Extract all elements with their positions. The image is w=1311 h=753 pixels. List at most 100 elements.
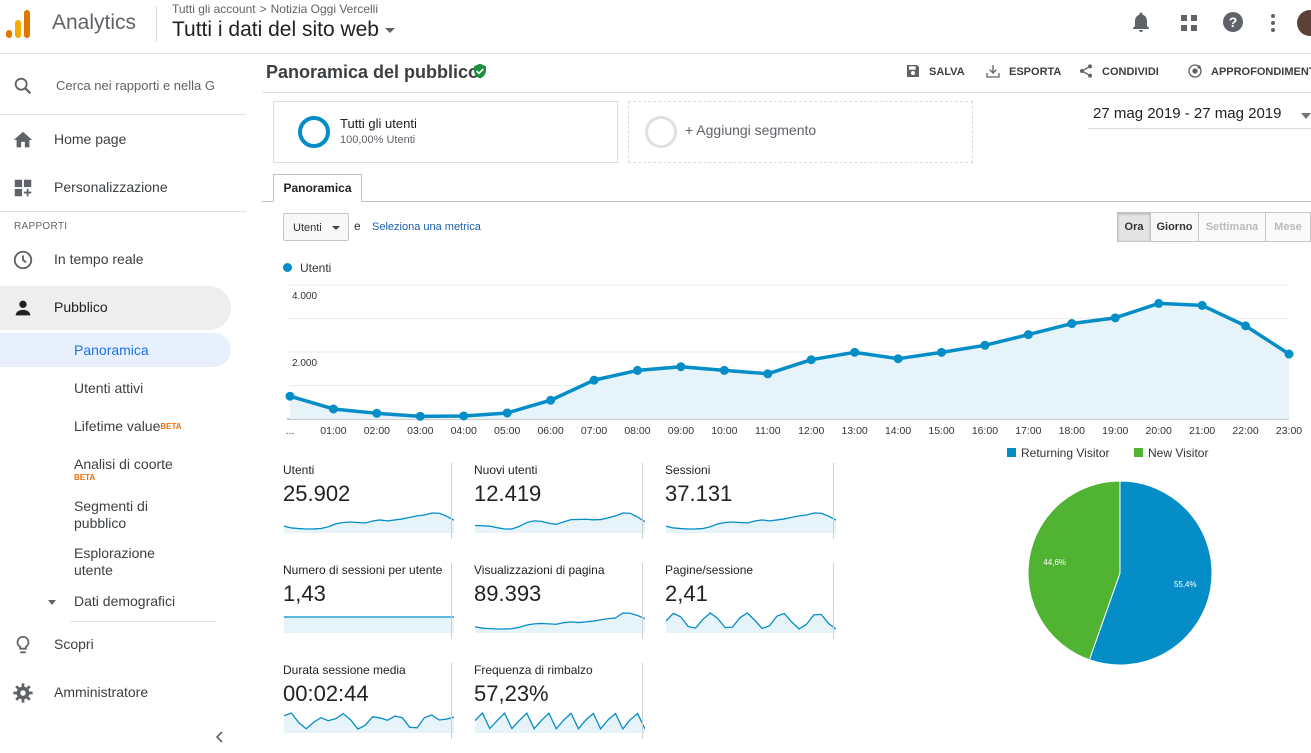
sidebar-item-customization[interactable]: Personalizzazione bbox=[0, 166, 231, 210]
sidebar-item-admin[interactable]: Amministratore bbox=[0, 671, 231, 715]
data-point bbox=[850, 347, 860, 357]
breadcrumb-account[interactable]: Tutti gli account bbox=[172, 2, 256, 16]
x-tick-label: 05:00 bbox=[494, 425, 520, 437]
pie-legend-returning[interactable]: Returning Visitor bbox=[1007, 446, 1110, 460]
series-line bbox=[289, 301, 1290, 419]
data-point bbox=[937, 347, 947, 357]
and-text: e bbox=[354, 219, 361, 233]
data-point bbox=[1154, 298, 1164, 308]
sidebar-item-label: In tempo reale bbox=[54, 251, 144, 267]
metric-title: Pagine/sessione bbox=[665, 563, 754, 577]
collapse-sidebar-icon[interactable] bbox=[214, 731, 226, 743]
metric-title: Utenti bbox=[283, 463, 315, 477]
card-divider bbox=[833, 463, 834, 539]
sidebar-subitem-label: Lifetime value bbox=[74, 418, 161, 434]
more-vert-icon[interactable] bbox=[1261, 11, 1285, 35]
x-tick-label: 07:00 bbox=[581, 425, 607, 437]
apps-grid-icon[interactable] bbox=[1177, 11, 1201, 35]
sidebar-subitem-active-users[interactable]: Utenti attivi bbox=[74, 380, 144, 396]
breadcrumb[interactable]: Tutti gli account > Notizia Oggi Vercelli bbox=[172, 2, 378, 16]
sidebar-subitem-overview[interactable]: Panoramica bbox=[0, 333, 231, 367]
x-tick-label: 22:00 bbox=[1232, 425, 1258, 437]
granularity-day-button[interactable]: Giorno bbox=[1150, 212, 1199, 242]
sidebar-subitem-demographics[interactable]: Dati demografici bbox=[74, 593, 176, 609]
main-content: Panoramica del pubblico SALVA ESPORTA CO… bbox=[262, 55, 1311, 743]
pie-legend-new[interactable]: New Visitor bbox=[1134, 446, 1208, 460]
avatar[interactable] bbox=[1297, 10, 1311, 36]
view-title: Tutti i dati del sito web bbox=[172, 18, 379, 41]
person-icon bbox=[15, 300, 31, 316]
sparkline bbox=[475, 612, 645, 633]
granularity-week-button[interactable]: Settimana bbox=[1198, 212, 1266, 242]
metric-value: 37.131 bbox=[665, 481, 733, 506]
bell-icon[interactable] bbox=[1129, 10, 1153, 34]
add-segment-label: + Aggiungi segmento bbox=[685, 122, 817, 138]
sidebar-subitem-cohort[interactable]: Analisi di coorte BETA bbox=[74, 456, 173, 482]
sidebar-subitem-user-explorer[interactable]: Esplorazione utente bbox=[74, 545, 155, 579]
card-divider bbox=[833, 563, 834, 639]
data-point bbox=[806, 355, 816, 365]
select-metric-link[interactable]: Seleziona una metrica bbox=[372, 221, 481, 233]
metric-card-sessions[interactable]: Sessioni 37.131 bbox=[644, 463, 836, 553]
date-range-value: 27 mag 2019 - 27 mag 2019 bbox=[1093, 105, 1282, 122]
metric-card-new-users[interactable]: Nuovi utenti 12.419 bbox=[453, 463, 645, 553]
search-input-placeholder[interactable]: Cerca nei rapporti e nella G bbox=[56, 78, 215, 93]
beta-badge: BETA bbox=[160, 422, 182, 431]
sidebar-item-home[interactable]: Home page bbox=[0, 118, 231, 162]
legend-label: Returning Visitor bbox=[1021, 446, 1110, 460]
metric-card-sessions-per-user[interactable]: Numero di sessioni per utente 1,43 bbox=[262, 563, 454, 653]
caret-down-icon[interactable] bbox=[48, 598, 56, 606]
metric-title: Frequenza di rimbalzo bbox=[474, 663, 593, 677]
x-tick-label: 11:00 bbox=[755, 425, 781, 437]
sidebar-subitem-lifetime-value[interactable]: Lifetime valueBETA bbox=[74, 418, 182, 435]
x-tick-label: 04:00 bbox=[451, 425, 477, 437]
metric-card-pageviews[interactable]: Visualizzazioni di pagina 89.393 bbox=[453, 563, 645, 653]
metric-card-avg-session-duration[interactable]: Durata sessione media 00:02:44 bbox=[262, 663, 454, 753]
x-tick-label: 19:00 bbox=[1102, 425, 1128, 437]
data-point bbox=[719, 365, 729, 375]
data-point bbox=[415, 411, 425, 421]
share-icon bbox=[1080, 64, 1092, 78]
granularity-hour-button[interactable]: Ora bbox=[1117, 212, 1151, 242]
sidebar-item-realtime[interactable]: In tempo reale bbox=[0, 238, 231, 282]
date-range-picker[interactable]: 27 mag 2019 - 27 mag 2019 bbox=[1088, 105, 1311, 129]
sidebar-search[interactable]: Cerca nei rapporti e nella G bbox=[0, 55, 246, 115]
chevron-down-icon bbox=[1301, 113, 1311, 119]
sidebar-item-discover[interactable]: Scopri bbox=[0, 623, 231, 667]
insights-icon bbox=[1188, 64, 1202, 78]
dashboard-plus-icon bbox=[14, 179, 32, 197]
top-bar: Analytics Tutti gli account > Notizia Oggi… bbox=[0, 0, 1311, 54]
lightbulb-icon bbox=[16, 635, 30, 654]
metric-card-users[interactable]: Utenti 25.902 bbox=[262, 463, 454, 553]
help-icon[interactable]: ? bbox=[1221, 10, 1245, 34]
sparkline-line bbox=[475, 512, 645, 530]
data-point bbox=[676, 362, 686, 372]
card-divider bbox=[451, 663, 452, 739]
sidebar-divider bbox=[70, 621, 216, 622]
save-label: SALVA bbox=[929, 66, 965, 78]
granularity-month-button[interactable]: Mese bbox=[1265, 212, 1311, 242]
pie-slice-label: 44,6% bbox=[1043, 558, 1066, 567]
logo-bar-small bbox=[6, 30, 12, 38]
sidebar-subitem-label-line2: utente bbox=[74, 562, 113, 578]
metric-card-pages-per-session[interactable]: Pagine/sessione 2,41 bbox=[644, 563, 836, 653]
metric-card-bounce-rate[interactable]: Frequenza di rimbalzo 57,23% bbox=[453, 663, 645, 753]
analytics-logo[interactable] bbox=[6, 8, 34, 38]
view-selector[interactable]: Tutti i dati del sito web bbox=[172, 18, 395, 42]
metric-value: 12.419 bbox=[474, 481, 542, 506]
breadcrumb-property[interactable]: Notizia Oggi Vercelli bbox=[270, 2, 379, 16]
sidebar-item-audience[interactable]: Pubblico bbox=[0, 286, 231, 330]
x-tick-label: 13:00 bbox=[842, 425, 868, 437]
data-point bbox=[1110, 313, 1120, 323]
sidebar-subitem-segments[interactable]: Segmenti di pubblico bbox=[74, 498, 148, 532]
segment-all-users[interactable]: Tutti gli utenti 100,00% Utenti bbox=[273, 101, 618, 163]
metric-dropdown[interactable]: Utenti bbox=[283, 213, 349, 241]
share-label: CONDIVIDI bbox=[1102, 66, 1159, 78]
series-area bbox=[290, 303, 1289, 419]
app-name: Analytics bbox=[52, 11, 137, 34]
tab-overview[interactable]: Panoramica bbox=[273, 174, 362, 202]
add-segment-button[interactable]: + Aggiungi segmento bbox=[628, 101, 973, 163]
x-tick-label: 18:00 bbox=[1059, 425, 1085, 437]
chevron-down-icon bbox=[332, 226, 340, 230]
data-point bbox=[893, 354, 903, 364]
